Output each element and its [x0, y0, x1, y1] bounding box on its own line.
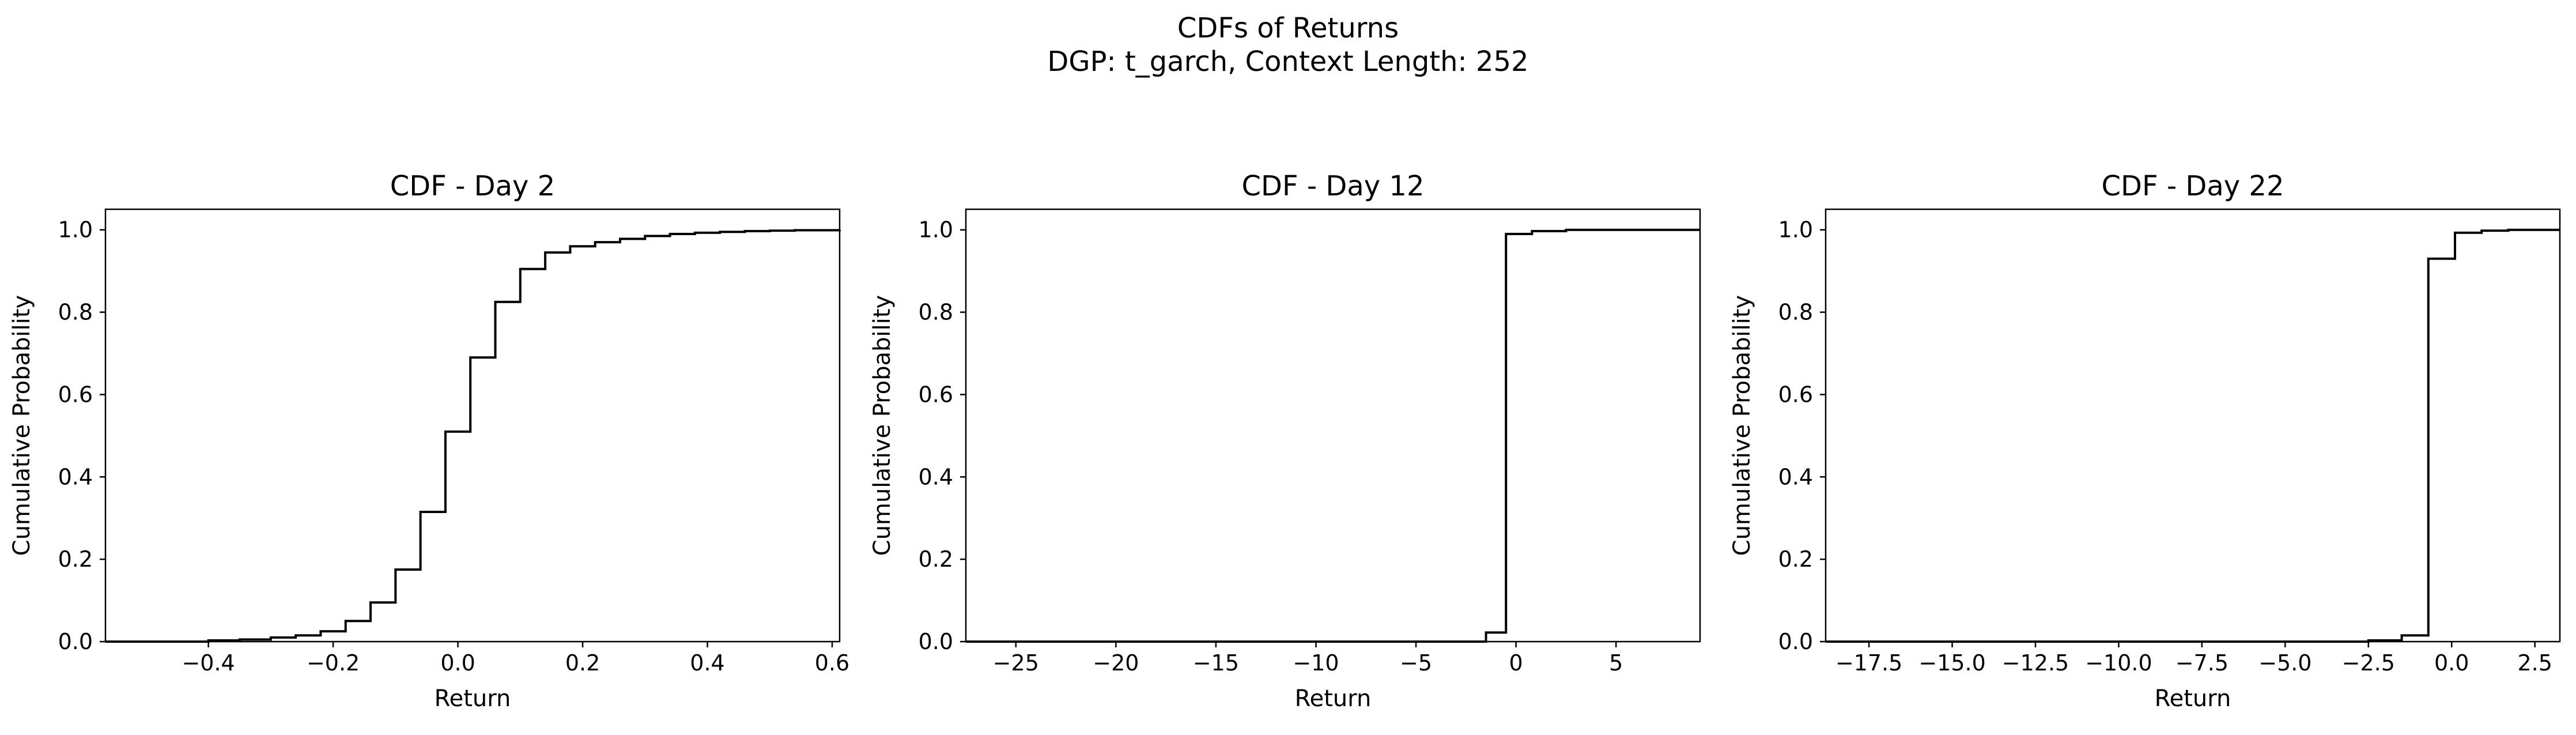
x-tick-label: 0.2	[565, 650, 600, 676]
x-tick-label: −20	[1093, 650, 1139, 676]
y-tick-label: 0.8	[1778, 300, 1813, 325]
x-tick-label: 0.6	[815, 650, 849, 676]
y-tick-label: 0.8	[919, 300, 953, 325]
x-tick-label: −17.5	[1835, 650, 1902, 676]
y-tick-label: 0.8	[58, 300, 93, 325]
y-tick-label: 1.0	[919, 217, 953, 243]
x-tick-label: −25	[993, 650, 1039, 676]
y-tick-label: 0.4	[919, 464, 953, 489]
x-axis-label: Return	[2155, 685, 2231, 712]
y-tick-label: 0.2	[919, 546, 953, 572]
subplot-2: −25 −20 −15 −10 −5 0 5 0.0 0.2 0.4 0.6 0.8 1.0 CDF - …	[869, 170, 1701, 712]
subplots: −0.4 −0.2 0.0 0.2 0.4 0.6 0.0 0.2 0.4 0.6 0.8 1.0 CD…	[9, 170, 2561, 712]
x-tick-label: −12.5	[2002, 650, 2069, 676]
y-tick-label: 0.0	[58, 629, 93, 654]
y-tick-label: 0.6	[919, 382, 953, 407]
y-tick-label: 0.0	[919, 629, 953, 654]
subplot-title: CDF - Day 22	[2101, 170, 2284, 202]
x-axis-label: Return	[1295, 685, 1372, 712]
figure-title-line1: CDFs of Returns	[1177, 12, 1399, 44]
x-tick-label: −15	[1193, 650, 1239, 676]
y-axis-label: Cumulative Probability	[869, 295, 896, 556]
x-tick-label: 5	[1609, 650, 1623, 676]
y-tick-label: 0.6	[58, 382, 93, 407]
axes-frame	[104, 208, 841, 643]
subplot-title: CDF - Day 12	[1241, 170, 1424, 202]
y-tick-label: 0.2	[1778, 546, 1813, 572]
y-tick-label: 0.4	[1778, 464, 1813, 489]
x-tick-label: −7.5	[2175, 650, 2228, 676]
subplot-3: −17.5 −15.0 −12.5 −10.0 −7.5 −5.0 −2.5 0.0 2.5 0.…	[1729, 170, 2561, 712]
y-tick-label: 0.6	[1778, 382, 1813, 407]
x-tick-label: −0.2	[307, 650, 360, 676]
x-tick-label: 0.0	[440, 650, 475, 676]
y-tick-label: 1.0	[1778, 217, 1813, 243]
x-tick-label: −0.4	[182, 650, 235, 676]
y-tick-label: 0.0	[1778, 629, 1813, 654]
x-tick-label: −15.0	[1918, 650, 1985, 676]
x-tick-label: 2.5	[2517, 650, 2552, 676]
x-tick-label: −10	[1293, 650, 1339, 676]
figure-title-line2: DGP: t_garch, Context Length: 252	[1047, 46, 1528, 78]
x-tick-label: 0.0	[2434, 650, 2469, 676]
cdf-step-line-1	[1826, 228, 2560, 643]
x-tick-label: −5.0	[2258, 650, 2311, 676]
cdf-step-line-1	[966, 228, 1700, 643]
cdf-step-line-1	[105, 229, 841, 643]
y-tick-label: 0.4	[58, 464, 93, 489]
x-tick-label: −2.5	[2342, 650, 2395, 676]
x-axis-label: Return	[435, 685, 511, 712]
x-tick-label: 0	[1509, 650, 1523, 676]
axes-frame	[1825, 208, 2561, 643]
x-tick-label: −5	[1400, 650, 1432, 676]
x-tick-label: −10.0	[2085, 650, 2152, 676]
y-tick-label: 1.0	[58, 217, 93, 243]
axes-frame	[965, 208, 1701, 643]
y-axis-label: Cumulative Probability	[9, 295, 35, 556]
subplot-title: CDF - Day 2	[390, 170, 556, 202]
x-tick-label: 0.4	[690, 650, 724, 676]
subplot-1: −0.4 −0.2 0.0 0.2 0.4 0.6 0.0 0.2 0.4 0.6 0.8 1.0 CD…	[9, 170, 849, 712]
y-axis-label: Cumulative Probability	[1729, 295, 1755, 556]
y-tick-label: 0.2	[58, 546, 93, 572]
